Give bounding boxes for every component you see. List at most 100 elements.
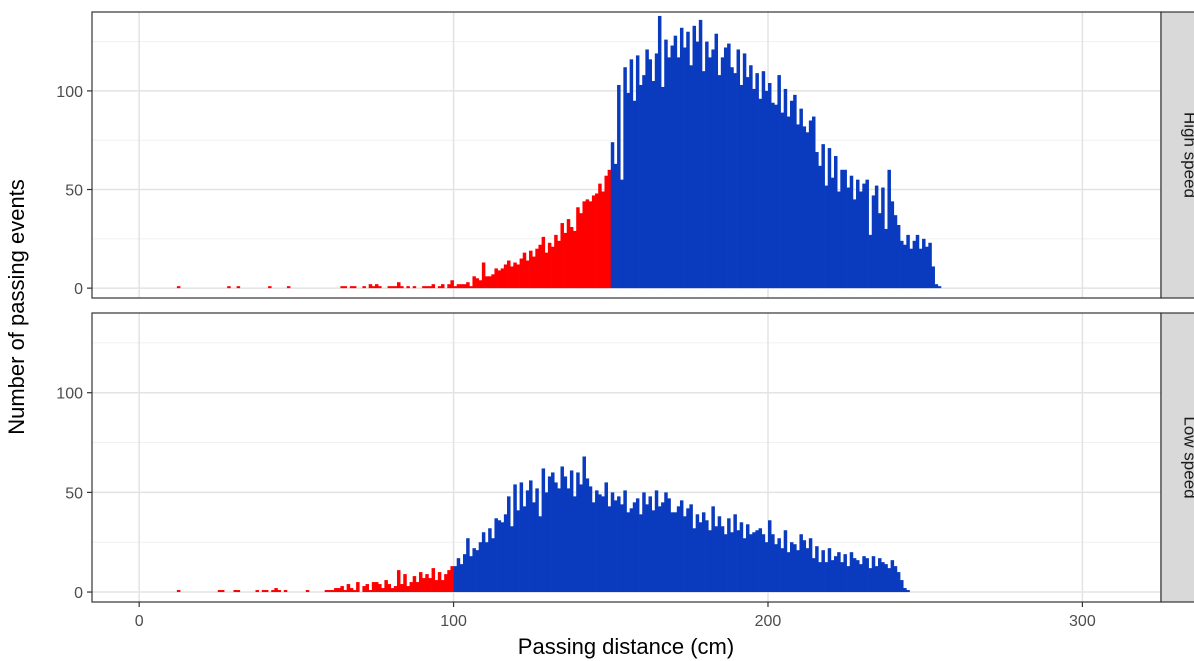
histogram-bar	[371, 582, 376, 593]
histogram-bar	[532, 256, 536, 289]
histogram-bar	[777, 75, 781, 289]
histogram-bar	[626, 512, 630, 593]
histogram-bar	[736, 49, 741, 289]
histogram-bar	[717, 75, 722, 289]
histogram-bar	[390, 588, 395, 593]
histogram-bar	[261, 590, 266, 593]
histogram-bar	[837, 191, 841, 289]
histogram-bar	[591, 195, 596, 289]
histogram-bar	[557, 240, 561, 289]
histogram-bar	[500, 522, 505, 593]
y-tick-label: 100	[56, 84, 83, 101]
histogram-bar	[657, 15, 662, 289]
histogram-bar	[271, 590, 275, 593]
histogram-bar	[233, 590, 237, 593]
histogram-bar	[887, 169, 891, 289]
histogram-bar	[679, 500, 684, 593]
histogram-bar	[601, 191, 605, 289]
histogram-bar	[601, 496, 605, 593]
histogram-bar	[758, 528, 763, 593]
histogram-bar	[607, 506, 612, 593]
histogram-bar	[789, 100, 794, 289]
histogram-bar	[657, 506, 662, 593]
histogram-bar	[264, 590, 269, 593]
histogram-bar	[525, 260, 530, 289]
histogram-bar	[459, 564, 464, 593]
histogram-bar	[541, 468, 546, 593]
histogram-bar	[771, 102, 775, 289]
histogram-bar	[494, 268, 498, 289]
histogram-bar	[277, 590, 281, 593]
histogram-bar	[717, 516, 722, 593]
histogram-bar	[613, 500, 618, 593]
histogram-bar	[915, 234, 920, 289]
histogram-bar	[884, 228, 888, 289]
histogram-bar	[582, 201, 586, 289]
histogram-bar	[551, 472, 555, 593]
histogram-bar	[579, 213, 583, 289]
histogram-bar	[466, 282, 470, 289]
histogram-bar	[909, 248, 913, 289]
histogram-bar	[513, 484, 517, 593]
histogram-bar	[708, 57, 712, 289]
histogram-bar	[434, 580, 439, 593]
histogram-bar	[349, 588, 354, 593]
histogram-bar	[761, 71, 766, 289]
histogram-bar	[374, 284, 379, 289]
histogram-bar	[695, 41, 700, 289]
histogram-bar	[796, 550, 800, 593]
histogram-bar	[569, 470, 574, 593]
facet-strip-label: High speed	[1181, 112, 1194, 198]
histogram-bar	[635, 55, 640, 289]
histogram-bar	[463, 554, 467, 593]
histogram-bar	[928, 242, 932, 289]
histogram-bar	[349, 286, 354, 289]
histogram-bar	[588, 486, 593, 593]
histogram-bar	[334, 588, 338, 593]
histogram-bar	[755, 530, 759, 593]
histogram-bar	[774, 104, 778, 289]
panel-low-speed: 0 50 100 Low speed	[56, 312, 1194, 603]
histogram-bar	[362, 586, 366, 593]
histogram-bar	[689, 504, 693, 593]
histogram-bar	[497, 520, 502, 593]
histogram-bar	[437, 286, 442, 289]
histogram-bar	[529, 480, 533, 593]
histogram-bar	[771, 534, 775, 593]
histogram-bar	[485, 276, 489, 289]
histogram-bar	[478, 542, 483, 593]
histogram-bar	[793, 94, 797, 289]
histogram-bar	[494, 518, 498, 593]
histogram-bar	[598, 183, 602, 289]
x-tick-label: 0	[135, 613, 144, 630]
histogram-bar	[683, 516, 687, 593]
histogram-bar	[830, 560, 835, 593]
histogram-bar	[431, 284, 436, 289]
histogram-bar	[576, 472, 580, 593]
histogram-bar	[720, 57, 725, 289]
histogram-bar	[283, 590, 288, 593]
histogram-bar	[396, 570, 401, 593]
histogram-bar	[368, 284, 373, 289]
histogram-bar	[793, 544, 797, 593]
histogram-bar	[661, 86, 665, 289]
histogram-bar	[563, 232, 568, 289]
histogram-bar	[881, 562, 885, 593]
histogram-bar	[595, 490, 599, 593]
histogram-bar	[840, 562, 844, 593]
histogram-bar	[824, 185, 829, 289]
histogram-bar	[330, 590, 335, 593]
histogram-bar	[812, 116, 816, 289]
histogram-bar	[626, 92, 630, 289]
histogram-bar	[903, 244, 907, 289]
histogram-bar	[428, 286, 432, 289]
histogram-bar	[503, 514, 508, 593]
facet-strip: Low speed	[1160, 312, 1194, 603]
histogram-bar	[598, 494, 602, 593]
histogram-bar	[453, 286, 458, 289]
histogram-bar	[849, 552, 854, 593]
histogram-bar	[865, 558, 869, 593]
histogram-bar	[661, 502, 665, 593]
histogram-bar	[507, 260, 511, 289]
histogram-bar	[890, 560, 895, 593]
